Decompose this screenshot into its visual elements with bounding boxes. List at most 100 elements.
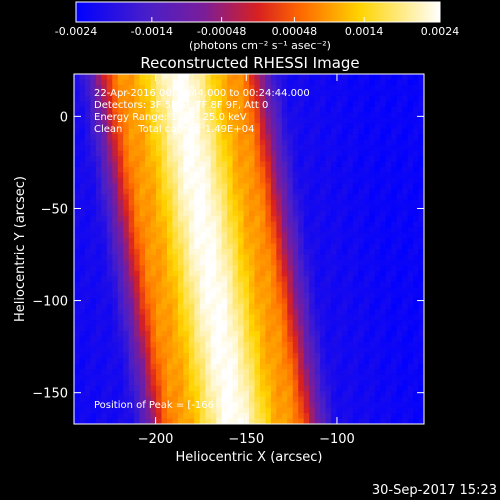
- heatmap-pixel: [391, 309, 398, 316]
- heatmap-pixel: [210, 112, 217, 119]
- heatmap-pixel: [407, 106, 414, 113]
- heatmap-pixel: [303, 172, 310, 179]
- heatmap-pixel: [156, 249, 163, 256]
- heatmap-pixel: [281, 374, 288, 381]
- heatmap-pixel: [145, 276, 152, 283]
- heatmap-pixel: [309, 413, 316, 420]
- heatmap-pixel: [74, 309, 81, 316]
- heatmap-pixel: [281, 418, 288, 424]
- heatmap-pixel: [161, 380, 168, 387]
- heatmap-pixel: [150, 101, 157, 108]
- heatmap-pixel: [112, 177, 119, 184]
- heatmap-pixel: [314, 79, 321, 86]
- heatmap-pixel: [413, 90, 420, 97]
- heatmap-pixel: [369, 407, 376, 414]
- heatmap-pixel: [418, 199, 424, 206]
- heatmap-pixel: [183, 418, 190, 424]
- heatmap-pixel: [303, 276, 310, 283]
- heatmap-pixel: [166, 336, 174, 343]
- heatmap-pixel: [172, 314, 179, 321]
- heatmap-pixel: [139, 156, 146, 163]
- heatmap-pixel: [374, 249, 381, 256]
- heatmap-pixel: [216, 221, 223, 228]
- heatmap-pixel: [145, 341, 152, 349]
- heatmap-pixel: [199, 281, 206, 288]
- heatmap-pixel: [396, 287, 403, 294]
- heatmap-pixel: [243, 369, 250, 376]
- heatmap-pixel: [95, 336, 102, 343]
- heatmap-pixel: [402, 292, 409, 299]
- heatmap-pixel: [292, 270, 299, 277]
- heatmap-pixel: [331, 331, 338, 338]
- heatmap-pixel: [331, 216, 338, 223]
- heatmap-pixel: [183, 183, 190, 190]
- heatmap-pixel: [205, 166, 212, 174]
- heatmap-pixel: [347, 265, 354, 272]
- heatmap-pixel: [325, 128, 332, 135]
- heatmap-pixel: [74, 352, 81, 359]
- heatmap-pixel: [298, 320, 305, 327]
- heatmap-pixel: [166, 106, 174, 113]
- heatmap-pixel: [101, 74, 108, 81]
- heatmap-pixel: [183, 336, 190, 343]
- heatmap-pixel: [199, 84, 206, 92]
- heatmap-pixel: [79, 74, 86, 81]
- heatmap-pixel: [341, 238, 349, 245]
- heatmap-pixel: [369, 309, 376, 316]
- heatmap-pixel: [128, 265, 135, 272]
- heatmap-pixel: [232, 363, 239, 370]
- heatmap-pixel: [374, 352, 381, 359]
- heatmap-pixel: [374, 276, 381, 283]
- heatmap-pixel: [369, 221, 376, 228]
- heatmap-pixel: [303, 358, 310, 365]
- heatmap-pixel: [325, 84, 332, 92]
- heatmap-pixel: [227, 210, 234, 217]
- heatmap-pixel: [210, 161, 217, 168]
- heatmap-pixel: [413, 249, 420, 256]
- heatmap-pixel: [325, 402, 332, 409]
- heatmap-pixel: [303, 112, 310, 119]
- heatmap-pixel: [156, 161, 163, 168]
- heatmap-pixel: [101, 336, 108, 343]
- heatmap-pixel: [358, 325, 365, 332]
- heatmap-pixel: [150, 374, 157, 381]
- heatmap-pixel: [106, 205, 113, 212]
- heatmap-pixel: [341, 358, 349, 365]
- heatmap-pixel: [281, 358, 288, 365]
- heatmap-pixel: [363, 90, 370, 97]
- heatmap-pixel: [341, 194, 349, 201]
- heatmap-pixel: [199, 325, 206, 332]
- heatmap-pixel: [281, 243, 288, 250]
- heatmap-pixel: [369, 314, 376, 321]
- heatmap-pixel: [117, 341, 124, 349]
- heatmap-pixel: [314, 292, 321, 299]
- heatmap-pixel: [385, 341, 392, 349]
- heatmap-pixel: [106, 128, 113, 135]
- heatmap-pixel: [418, 413, 424, 420]
- heatmap-pixel: [128, 183, 135, 190]
- heatmap-pixel: [183, 243, 190, 250]
- heatmap-pixel: [413, 413, 420, 420]
- heatmap-pixel: [407, 287, 414, 294]
- heatmap-pixel: [374, 106, 381, 113]
- heatmap-pixel: [265, 292, 272, 299]
- heatmap-pixel: [407, 391, 414, 398]
- heatmap-pixel: [134, 205, 141, 212]
- heatmap-pixel: [341, 95, 349, 102]
- heatmap-pixel: [270, 183, 277, 190]
- heatmap-pixel: [194, 341, 201, 349]
- heatmap-pixel: [161, 298, 168, 305]
- heatmap-pixel: [292, 336, 299, 343]
- heatmap-pixel: [90, 413, 97, 420]
- heatmap-pixel: [358, 134, 365, 141]
- heatmap-pixel: [336, 227, 343, 234]
- heatmap-pixel: [145, 106, 152, 113]
- heatmap-pixel: [358, 385, 365, 392]
- heatmap-pixel: [341, 254, 349, 261]
- heatmap-pixel: [259, 314, 267, 321]
- heatmap-pixel: [194, 276, 201, 283]
- heatmap-pixel: [303, 156, 310, 163]
- heatmap-pixel: [84, 106, 92, 113]
- heatmap-pixel: [402, 314, 409, 321]
- heatmap-pixel: [84, 265, 92, 272]
